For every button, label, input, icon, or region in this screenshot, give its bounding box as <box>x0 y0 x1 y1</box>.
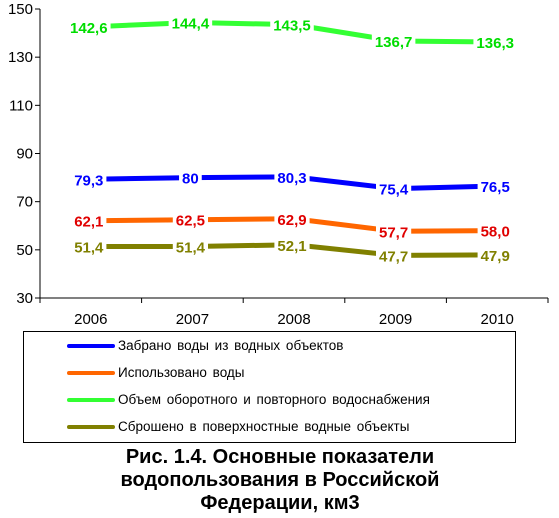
legend-swatch-withdrawn <box>67 344 115 348</box>
data-label-bg <box>172 209 209 230</box>
legend-label-recycled: Объем оборотного и повторного водоснабже… <box>118 392 430 407</box>
data-label-bg <box>371 31 416 52</box>
data-label-bg <box>179 167 202 188</box>
data-label-withdrawn: 80,3 <box>277 170 306 187</box>
data-label-withdrawn: 79,3 <box>74 172 103 189</box>
y-tick-label: 30 <box>16 290 33 307</box>
data-label-discharged: 51,4 <box>74 239 104 256</box>
x-tick-label: 2007 <box>176 311 209 328</box>
data-label-bg <box>477 244 513 265</box>
legend: Забрано воды из водных объектов Использо… <box>23 331 516 443</box>
x-tick-label: 2006 <box>74 311 107 328</box>
legend-swatch-recycled <box>67 398 115 402</box>
data-label-recycled: 143,5 <box>273 18 311 35</box>
y-tick-label: 130 <box>8 49 33 66</box>
data-labels: 79,3 80 80,3 75,4 76,5 62,1 62,5 62,9 57,7 58,0 14… <box>67 12 517 266</box>
data-label-recycled: 144,4 <box>172 15 210 32</box>
x-tick-label: 2008 <box>277 311 310 328</box>
x-tick-label: 2010 <box>481 311 514 328</box>
data-label-withdrawn: 80 <box>182 171 199 188</box>
data-label-discharged: 52,1 <box>277 238 306 255</box>
y-tick-label: 70 <box>16 194 33 211</box>
data-label-bg <box>67 16 111 37</box>
line-chart: 30 50 70 90 110 130 150 2006 2007 2008 2009 2010 79… <box>8 1 549 328</box>
data-label-bg <box>473 31 517 52</box>
data-label-bg <box>172 236 209 257</box>
y-tick-label: 50 <box>16 242 33 259</box>
data-label-recycled: 142,6 <box>70 20 108 37</box>
data-label-recycled: 136,7 <box>375 34 413 51</box>
caption-line-1: Рис. 1.4. Основные показатели <box>125 446 435 468</box>
legend-label-discharged: Сброшено в поверхностные водные объекты <box>118 419 410 434</box>
data-label-discharged: 47,7 <box>379 248 408 265</box>
axes: 30 50 70 90 110 130 150 2006 2007 2008 2009 2010 <box>8 1 549 328</box>
data-label-bg <box>375 221 412 242</box>
y-tick-label: 110 <box>9 97 33 114</box>
y-tick-label: 90 <box>16 146 33 163</box>
data-label-used: 58,0 <box>481 224 510 241</box>
data-label-withdrawn: 76,5 <box>481 179 510 196</box>
caption-line-2: водопользования в Российской <box>120 469 440 491</box>
x-tick-label: 2009 <box>379 311 412 328</box>
caption-line-3: Федерации, км3 <box>200 492 360 514</box>
legend-swatch-used <box>67 371 115 375</box>
data-label-bg <box>274 166 310 187</box>
legend-label-withdrawn: Забрано воды из водных объектов <box>118 338 344 353</box>
data-label-bg <box>477 220 513 241</box>
data-label-withdrawn: 75,4 <box>379 182 409 199</box>
data-label-used: 62,5 <box>176 213 205 230</box>
data-label-bg <box>168 12 213 33</box>
data-label-used: 62,1 <box>74 214 103 231</box>
figure-caption: Рис. 1.4. Основные показатели водопользо… <box>60 446 500 515</box>
data-label-recycled: 136,3 <box>476 35 514 52</box>
data-label-bg <box>375 178 412 199</box>
data-label-used: 57,7 <box>379 224 408 241</box>
data-label-bg <box>270 14 314 35</box>
legend-swatch-discharged <box>67 425 115 429</box>
data-label-bg <box>71 210 107 231</box>
y-tick-label: 150 <box>8 1 33 18</box>
data-label-discharged: 51,4 <box>176 239 206 256</box>
data-label-bg <box>477 176 513 197</box>
data-label-bg <box>274 208 310 229</box>
data-label-discharged: 47,9 <box>481 248 510 265</box>
data-label-bg <box>375 245 412 266</box>
data-label-used: 62,9 <box>277 212 306 229</box>
data-label-bg <box>274 234 310 255</box>
data-label-bg <box>71 236 107 257</box>
data-label-bg <box>71 169 107 190</box>
legend-label-used: Использовано воды <box>118 365 245 380</box>
